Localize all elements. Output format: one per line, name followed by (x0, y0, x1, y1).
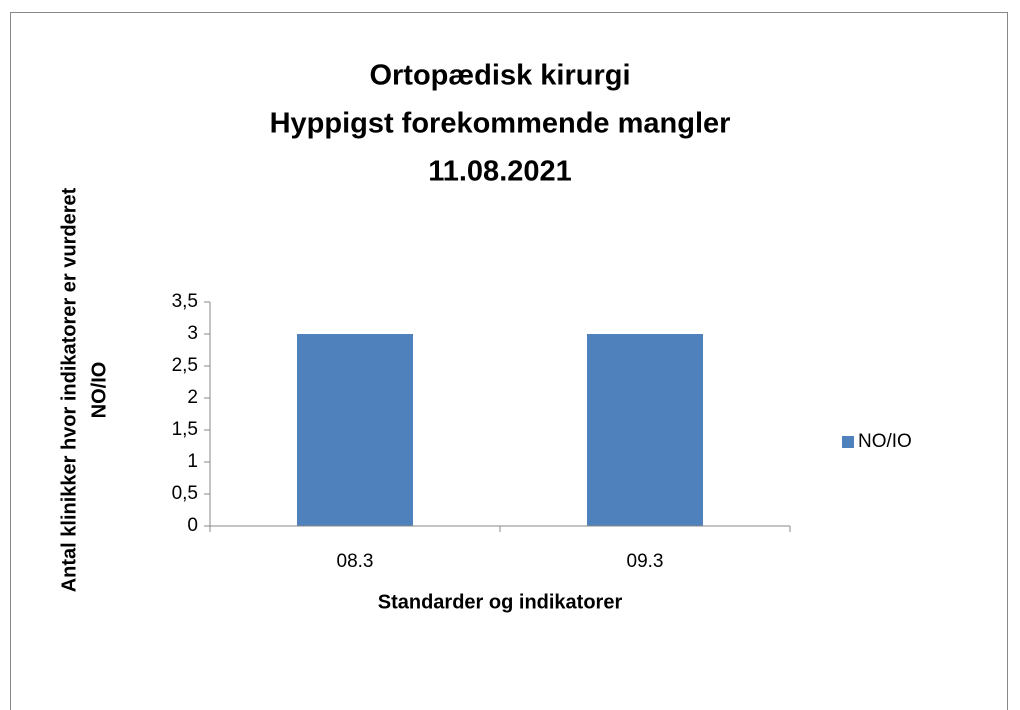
x-axis-title: Standarder og indikatorer (378, 591, 623, 613)
legend-swatch (842, 436, 854, 448)
x-tick-label: 09.3 (627, 551, 664, 572)
y-tick-label: 2,5 (172, 355, 198, 376)
x-tick-label: 08.3 (337, 551, 374, 572)
bar (297, 334, 413, 526)
y-tick-label: 0 (187, 515, 198, 536)
y-tick-label: 0,5 (172, 483, 198, 504)
y-tick-label: 1,5 (172, 419, 198, 440)
y-tick-label: 1 (187, 451, 198, 472)
y-axis-title: NO/IO (88, 362, 110, 419)
chart-title: Hyppigst forekommende mangler (270, 108, 731, 140)
y-tick-label: 2 (187, 387, 198, 408)
legend-label: NO/IO (858, 431, 912, 452)
y-tick-label: 3,5 (172, 291, 198, 312)
chart-border (10, 12, 1008, 710)
bar (587, 334, 703, 526)
y-axis-title: Antal klinikker hvor indikatorer er vurd… (58, 187, 80, 592)
chart-title: Ortopædisk kirurgi (369, 60, 630, 92)
y-tick-label: 3 (187, 323, 198, 344)
chart-title: 11.08.2021 (428, 156, 572, 188)
